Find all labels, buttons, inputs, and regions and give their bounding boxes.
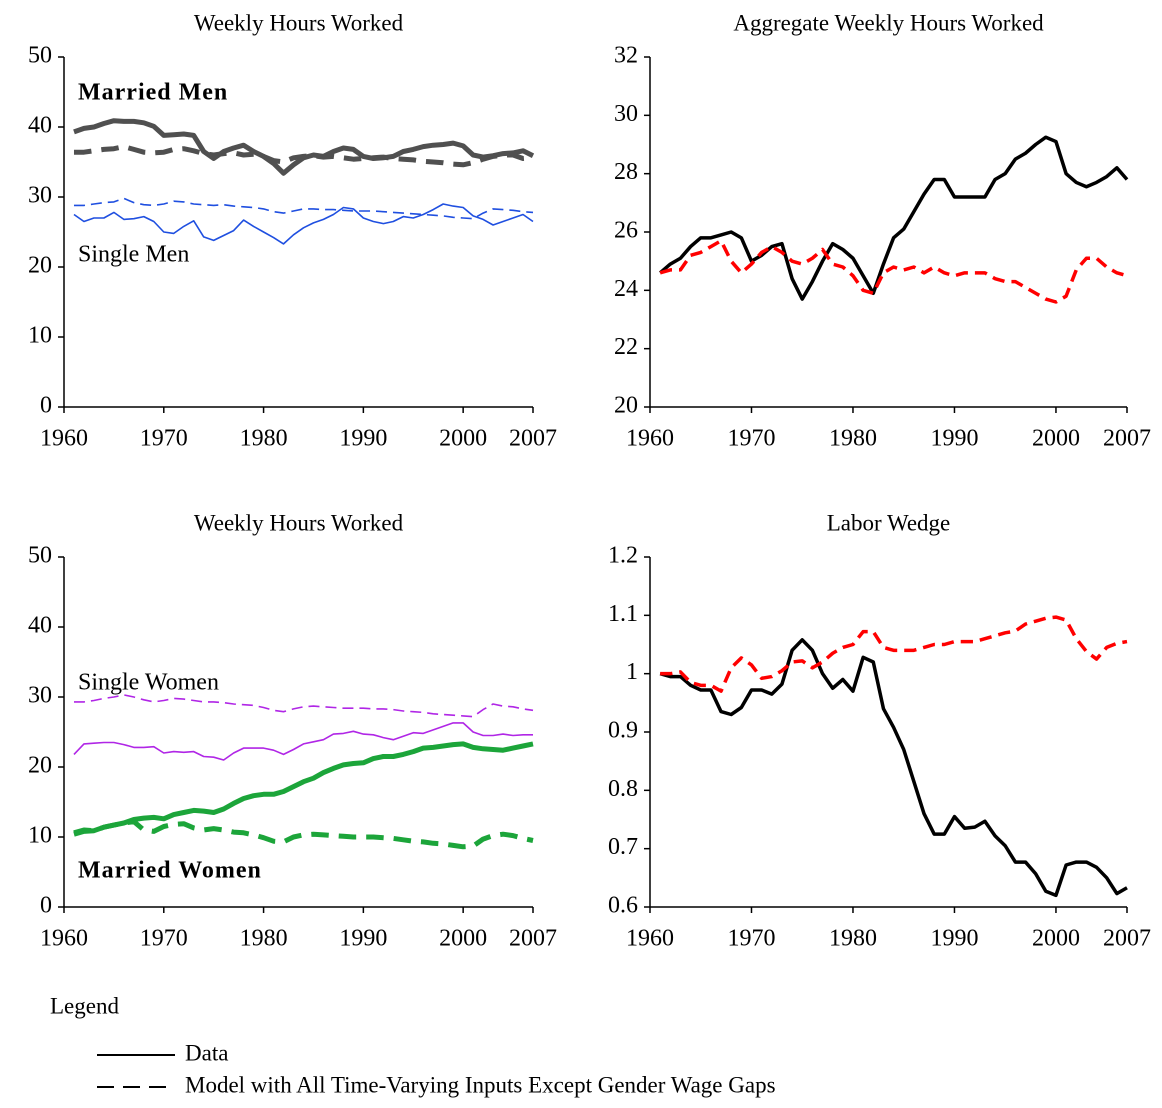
y-tick-label: 30: [614, 101, 638, 127]
annotation: Single Men: [78, 242, 189, 268]
x-tick-label: 2000: [1032, 426, 1080, 452]
chart-title: Weekly Hours Worked: [194, 10, 404, 35]
y-tick-label: 0.7: [608, 834, 638, 860]
y-tick-label: 10: [28, 323, 52, 349]
series-line: [73, 197, 534, 220]
x-tick-label: 1960: [626, 426, 674, 452]
y-tick-label: 20: [614, 393, 638, 419]
annotation: Single Women: [78, 670, 219, 696]
x-tick-label: 1980: [829, 426, 877, 452]
chart-title: Aggregate Weekly Hours Worked: [733, 10, 1044, 35]
x-tick-label: 1970: [140, 426, 188, 452]
x-tick-label: 1960: [40, 426, 88, 452]
y-tick-label: 0.6: [608, 893, 638, 919]
x-tick-label: 2007: [509, 926, 557, 952]
y-tick-label: 28: [614, 159, 638, 185]
x-tick-label: 2000: [1032, 926, 1080, 952]
series-line: [73, 819, 534, 850]
series-line: [73, 144, 534, 168]
y-tick-label: 26: [614, 218, 638, 244]
chart-title: Labor Wedge: [827, 510, 951, 535]
y-tick-label: 0.8: [608, 776, 638, 802]
series-line: [660, 615, 1128, 693]
y-tick-label: 10: [28, 823, 52, 849]
y-tick-label: 1: [626, 659, 638, 685]
series-line: [73, 203, 534, 245]
x-tick-label: 1990: [930, 426, 978, 452]
y-tick-label: 0: [40, 893, 52, 919]
y-tick-label: 32: [614, 43, 638, 69]
x-tick-label: 1960: [40, 926, 88, 952]
x-tick-label: 1990: [339, 426, 387, 452]
x-tick-label: 1970: [140, 926, 188, 952]
x-tick-label: 2007: [509, 426, 557, 452]
x-tick-label: 1970: [727, 426, 775, 452]
series-line: [73, 722, 533, 761]
y-tick-label: 22: [614, 334, 638, 360]
series-line: [73, 694, 534, 718]
series-line: [659, 239, 1128, 304]
legend-title: Legend: [50, 993, 119, 1018]
x-tick-label: 1980: [240, 926, 288, 952]
y-tick-label: 1.2: [608, 543, 638, 569]
legend-label: Model with All Time-Varying Inputs Excep…: [185, 1072, 776, 1097]
x-tick-label: 1970: [727, 926, 775, 952]
y-tick-label: 20: [28, 253, 52, 279]
x-tick-label: 2000: [439, 926, 487, 952]
x-tick-label: 1980: [240, 426, 288, 452]
y-tick-label: 24: [614, 276, 638, 302]
x-tick-label: 1960: [626, 926, 674, 952]
x-tick-label: 1990: [339, 926, 387, 952]
x-tick-label: 1980: [829, 926, 877, 952]
y-tick-label: 30: [28, 183, 52, 209]
y-tick-label: 1.1: [608, 601, 638, 627]
y-tick-label: 30: [28, 683, 52, 709]
y-tick-label: 0: [40, 393, 52, 419]
y-tick-label: 20: [28, 753, 52, 779]
series-line: [659, 135, 1129, 301]
y-tick-label: 50: [28, 43, 52, 69]
annotation: Married Women: [78, 858, 262, 884]
y-tick-label: 0.9: [608, 718, 638, 744]
y-tick-label: 40: [28, 113, 52, 139]
legend-label: Data: [185, 1040, 228, 1065]
chart-title: Weekly Hours Worked: [194, 510, 404, 535]
x-tick-label: 2007: [1103, 926, 1151, 952]
y-tick-label: 50: [28, 543, 52, 569]
series-line: [73, 741, 534, 837]
x-tick-label: 1990: [930, 926, 978, 952]
x-tick-label: 2007: [1103, 426, 1151, 452]
series-line: [659, 638, 1128, 898]
annotation: Married Men: [78, 80, 228, 106]
x-tick-label: 2000: [439, 426, 487, 452]
y-tick-label: 40: [28, 613, 52, 639]
